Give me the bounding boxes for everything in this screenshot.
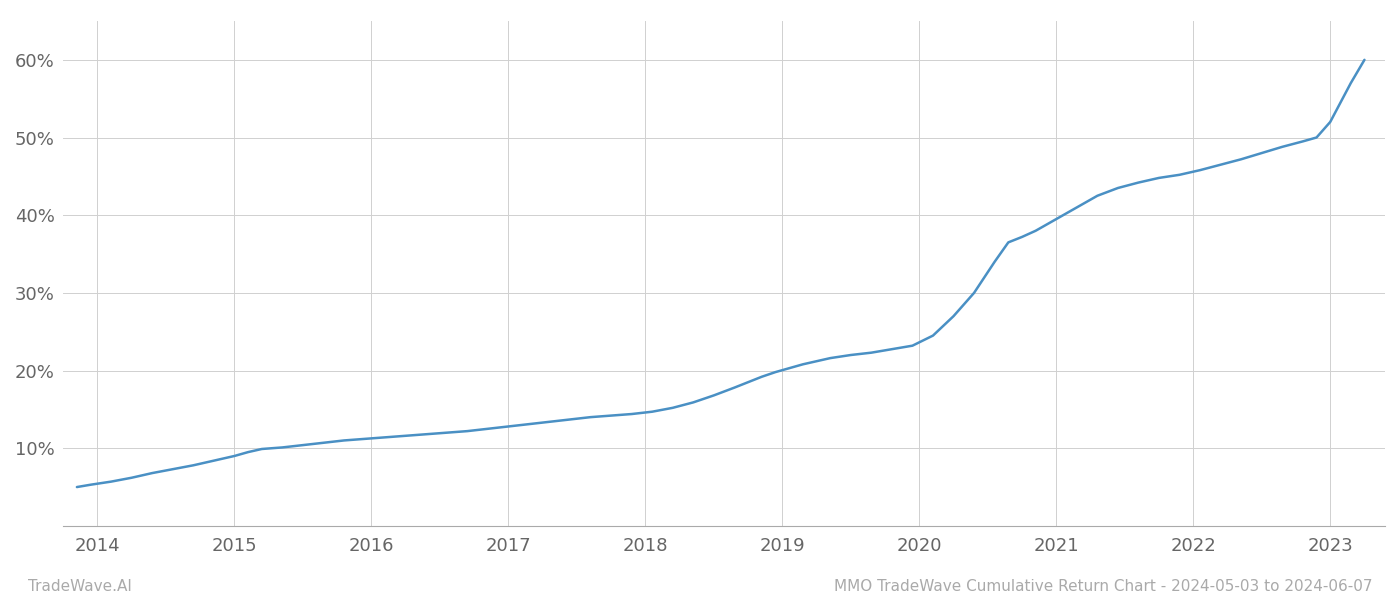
Text: MMO TradeWave Cumulative Return Chart - 2024-05-03 to 2024-06-07: MMO TradeWave Cumulative Return Chart - … [833,579,1372,594]
Text: TradeWave.AI: TradeWave.AI [28,579,132,594]
